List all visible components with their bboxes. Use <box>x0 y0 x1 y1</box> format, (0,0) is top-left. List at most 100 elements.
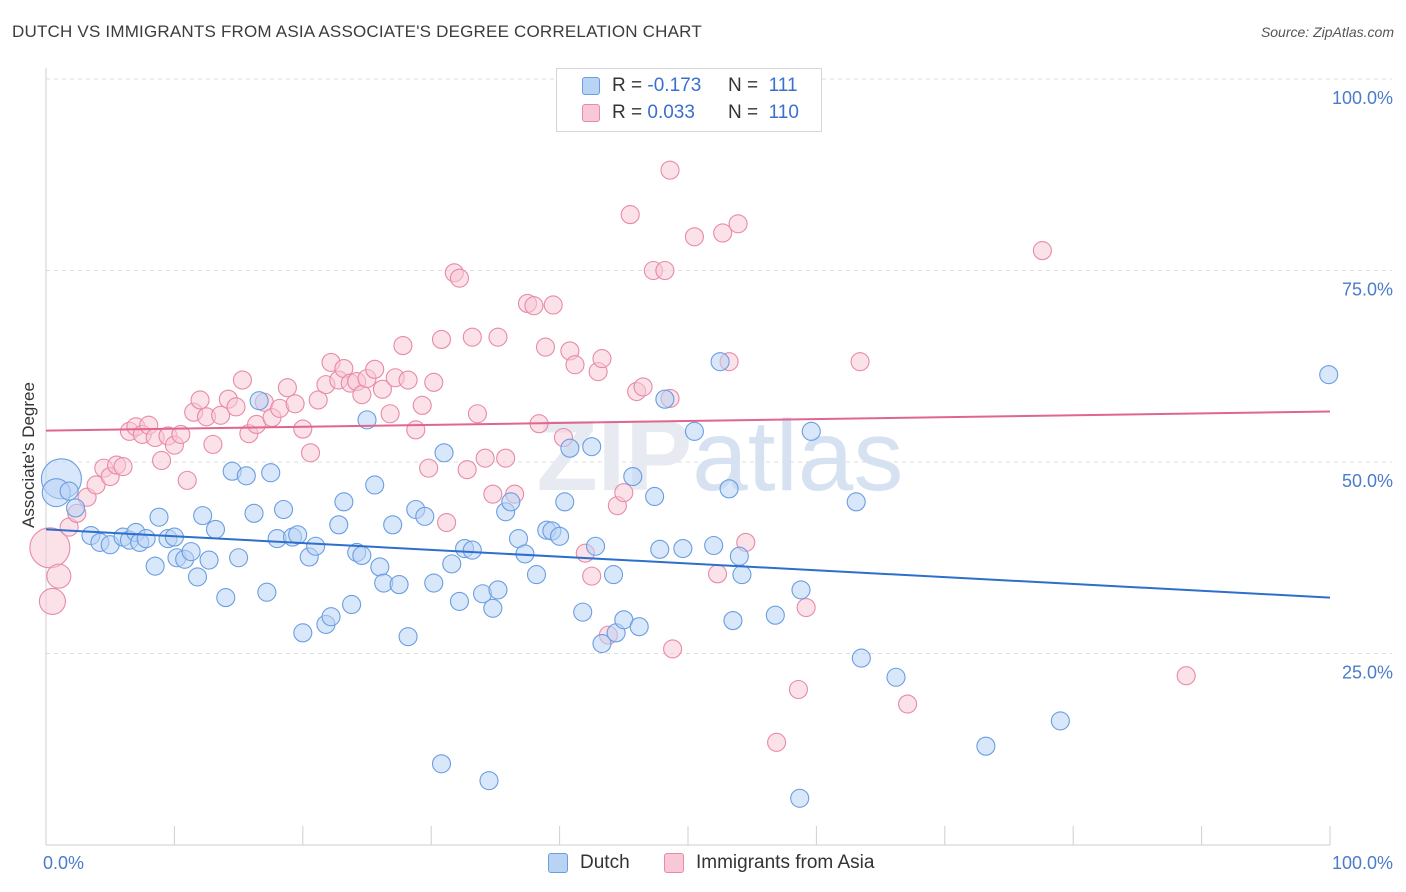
tick-labels: 25.0% 50.0% 75.0% 100.0% 0.0% 100.0% <box>43 88 1393 873</box>
dutch-point <box>673 539 693 559</box>
dutch-point <box>187 567 208 587</box>
asia-point <box>592 349 612 369</box>
dutch-point <box>592 633 612 654</box>
asia-point <box>86 475 106 495</box>
dutch-point <box>383 515 403 535</box>
asia-point <box>713 223 733 243</box>
dutch-point <box>389 575 409 595</box>
dutch-point <box>288 525 308 545</box>
y-tick-label: 75.0% <box>1342 280 1393 300</box>
asia-point <box>633 377 653 397</box>
asia-point <box>728 214 748 234</box>
dutch-point <box>723 611 743 631</box>
dutch-point <box>65 498 86 518</box>
dutch-point <box>684 421 704 441</box>
y-tick-label: 50.0% <box>1342 471 1393 491</box>
asia-point <box>620 205 640 225</box>
dutch-point <box>136 529 156 549</box>
legend-n-label: N = <box>727 102 759 123</box>
asia-point <box>543 295 563 315</box>
asia-point <box>457 460 477 480</box>
asia-point <box>850 352 870 372</box>
dutch-legend-swatch <box>548 853 568 873</box>
dutch-point <box>801 421 821 441</box>
asia-point <box>152 450 172 471</box>
asia-point <box>483 484 503 504</box>
dutch-point <box>357 410 377 430</box>
correlation-legend: R = -0.173 N = 111 R = 0.033 N = 110 <box>556 68 822 132</box>
dutch-point <box>582 437 602 457</box>
asia-point <box>488 327 508 347</box>
asia-point <box>398 370 418 390</box>
dutch-point <box>1050 711 1070 731</box>
legend-r-value: 0.033 <box>647 102 695 123</box>
legend-n-value: 110 <box>768 102 799 123</box>
dutch-point <box>181 542 201 562</box>
asia-point <box>796 597 816 618</box>
asia-point <box>177 470 197 490</box>
dutch-point <box>434 443 454 463</box>
asia-point <box>406 420 426 440</box>
dutch-trend-line <box>45 528 1331 599</box>
dutch-swatch <box>582 77 600 95</box>
dutch-point <box>236 466 256 486</box>
dutch-point <box>790 788 810 808</box>
source-label: Source: ZipAtlas.com <box>1260 24 1394 40</box>
asia-point <box>424 372 444 392</box>
asia-legend-swatch <box>664 853 684 873</box>
dutch-point <box>334 492 354 512</box>
x-tick-label: 100.0% <box>1332 853 1393 873</box>
asia-point <box>308 390 328 410</box>
legend-n-value: 111 <box>768 75 798 96</box>
asia-point <box>524 296 544 316</box>
asia-point <box>211 405 231 425</box>
asia-point <box>475 448 495 468</box>
asia-point <box>365 359 385 379</box>
dutch-point <box>205 519 226 539</box>
asia-point <box>232 370 253 390</box>
x-tick-label: 0.0% <box>43 853 84 873</box>
dutch-point <box>293 623 313 643</box>
dutch-point <box>261 463 281 483</box>
legend-n-label: N = <box>727 75 759 96</box>
dutch-point <box>415 506 435 526</box>
y-tick-label: 100.0% <box>1332 88 1393 108</box>
asia-legend-label: Immigrants from Asia <box>696 852 875 873</box>
dutch-point <box>560 438 580 458</box>
dutch-point <box>59 481 79 501</box>
asia-point <box>277 378 297 398</box>
asia-point <box>431 329 452 349</box>
dutch-point <box>526 565 547 585</box>
axes <box>45 68 1331 846</box>
asia-point <box>46 563 72 589</box>
dutch-point <box>193 506 213 526</box>
dutch-point <box>321 607 341 627</box>
dutch-point <box>623 467 643 487</box>
asia-point <box>565 355 585 375</box>
asia-point <box>535 337 556 357</box>
dutch-point <box>424 573 444 593</box>
asia-point <box>467 404 487 424</box>
dutch-point <box>650 539 670 559</box>
dutch-point <box>655 389 675 409</box>
legend-row-asia: R = 0.033 N = 110 <box>557 100 799 126</box>
dutch-point <box>886 667 906 687</box>
asia-point <box>655 260 675 281</box>
asia-point <box>226 397 246 417</box>
asia-point <box>1032 241 1052 261</box>
dutch-point <box>710 352 730 372</box>
asia-point <box>203 434 223 454</box>
dutch-point <box>479 771 499 791</box>
trend-lines <box>45 410 1331 599</box>
asia-point <box>767 732 787 752</box>
dutch-point <box>244 503 264 523</box>
dutch-point <box>257 582 277 602</box>
dutch-point <box>216 588 236 608</box>
asia-point <box>300 443 321 463</box>
asia-swatch <box>582 104 600 122</box>
dutch-point <box>586 536 606 556</box>
dutch-point <box>645 486 665 507</box>
dutch-point <box>629 617 649 637</box>
asia-point <box>293 419 313 439</box>
dutch-point <box>145 556 165 576</box>
